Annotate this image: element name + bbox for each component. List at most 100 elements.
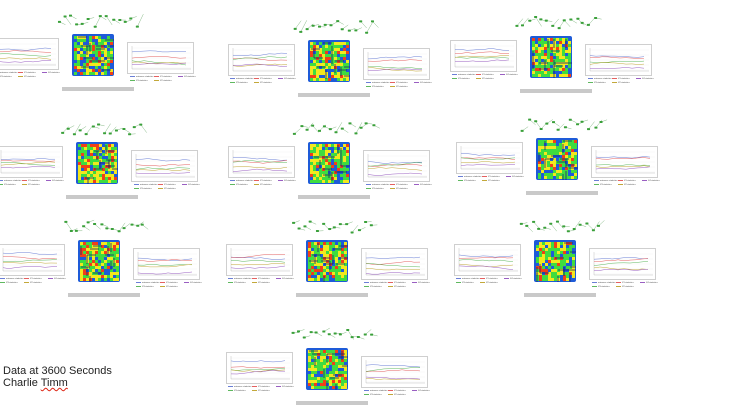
heatmap-cell bbox=[574, 158, 577, 161]
heatmap-cell bbox=[308, 248, 311, 251]
series-line bbox=[595, 157, 651, 160]
legend-item: X2 statistics bbox=[252, 282, 270, 284]
heatmap-cell bbox=[334, 69, 337, 72]
flow-node bbox=[74, 229, 78, 232]
heatmap-cell bbox=[332, 242, 335, 245]
legend-label: entrance statistics bbox=[370, 390, 388, 393]
heatmap-cell bbox=[313, 63, 316, 66]
heatmap-cell bbox=[574, 140, 577, 143]
series-line bbox=[232, 166, 288, 169]
legend-swatch bbox=[390, 86, 395, 87]
heatmap-cell bbox=[556, 59, 559, 62]
heatmap-cell bbox=[559, 65, 562, 68]
heatmap-cell bbox=[551, 257, 554, 260]
heatmap-cell bbox=[308, 263, 311, 266]
panel-scrollbar[interactable] bbox=[526, 191, 598, 195]
legend-label: X2 statistics bbox=[164, 188, 176, 191]
heatmap-cell bbox=[335, 263, 338, 266]
heatmap-cell bbox=[89, 51, 92, 54]
panel-scrollbar[interactable] bbox=[298, 93, 370, 97]
heatmap-cell bbox=[84, 153, 87, 156]
series-line bbox=[2, 252, 58, 255]
panel-scrollbar[interactable] bbox=[68, 293, 140, 297]
heatmap-cell bbox=[554, 263, 557, 266]
heatmap-cell bbox=[329, 371, 332, 374]
flow-node bbox=[528, 118, 532, 121]
flow-node bbox=[580, 120, 584, 123]
heatmap-cell bbox=[86, 242, 89, 245]
heatmap-cell bbox=[93, 177, 96, 180]
series-line bbox=[365, 376, 421, 380]
panel-scrollbar[interactable] bbox=[62, 87, 134, 91]
heatmap-cell bbox=[556, 47, 559, 50]
heatmap-cell bbox=[548, 254, 551, 257]
legend-label: X1 statistics bbox=[166, 282, 178, 285]
legend-item: entrance statistics bbox=[452, 74, 476, 76]
heatmap-cell bbox=[337, 45, 340, 48]
heatmap-cell bbox=[95, 248, 98, 251]
legend-swatch bbox=[184, 282, 189, 283]
heatmap-cell bbox=[545, 278, 548, 281]
heatmap-cell bbox=[328, 165, 331, 168]
legend-label: X4 statistics bbox=[646, 282, 658, 285]
heatmap-cell bbox=[92, 72, 95, 75]
heatmap-cell bbox=[111, 150, 114, 153]
heatmap-cell bbox=[334, 60, 337, 63]
heatmap-cell bbox=[319, 150, 322, 153]
flow-node bbox=[545, 122, 549, 125]
heatmap-cell bbox=[560, 263, 563, 266]
flow-node bbox=[569, 18, 573, 21]
series-line bbox=[0, 60, 52, 63]
heatmap-cell bbox=[329, 374, 332, 377]
legend-label: X1 statistics bbox=[618, 78, 630, 81]
heatmap-cell bbox=[566, 266, 569, 269]
panel-scrollbar[interactable] bbox=[298, 195, 370, 199]
heatmap-cell bbox=[329, 254, 332, 257]
series-line bbox=[593, 268, 649, 272]
heatmap-cell bbox=[542, 260, 545, 263]
heatmap-cell bbox=[326, 365, 329, 368]
legend-swatch bbox=[252, 390, 257, 391]
heatmap-cell bbox=[107, 60, 110, 63]
heatmap-cell bbox=[308, 257, 311, 260]
heatmap-cell bbox=[553, 167, 556, 170]
heatmap-cell bbox=[326, 251, 329, 254]
heatmap-cell bbox=[566, 278, 569, 281]
legend-item: X1 statistics bbox=[616, 282, 634, 284]
flow-node bbox=[303, 225, 307, 228]
flow-node bbox=[61, 131, 65, 134]
right-line-chart bbox=[589, 248, 656, 280]
flow-node bbox=[322, 222, 326, 225]
heatmap-cell bbox=[538, 62, 541, 65]
panel-scrollbar[interactable] bbox=[520, 89, 592, 93]
heatmap-cell bbox=[341, 359, 344, 362]
heatmap-cell bbox=[316, 159, 319, 162]
heatmap-cell bbox=[344, 359, 347, 362]
heatmap-cell bbox=[563, 251, 566, 254]
heatmap-cell bbox=[545, 275, 548, 278]
series-line bbox=[137, 264, 193, 266]
panel-scrollbar[interactable] bbox=[296, 401, 368, 405]
legend-swatch bbox=[252, 386, 257, 387]
heatmap-cell bbox=[77, 48, 80, 51]
heatmap-cell bbox=[337, 57, 340, 60]
panel-scrollbar[interactable] bbox=[524, 293, 596, 297]
legend-label: X2 statistics bbox=[618, 82, 630, 85]
heatmap-cell bbox=[548, 278, 551, 281]
legend-label: X4 statistics bbox=[512, 176, 524, 179]
heatmap-cell bbox=[90, 156, 93, 159]
heatmap-cell bbox=[557, 272, 560, 275]
heatmap-cell bbox=[550, 140, 553, 143]
heatmap-cell bbox=[535, 56, 538, 59]
heatmap-cell bbox=[565, 62, 568, 65]
heatmap-cell bbox=[331, 72, 334, 75]
panel-scrollbar[interactable] bbox=[66, 195, 138, 199]
series-line bbox=[589, 60, 645, 63]
heatmap-cell bbox=[110, 272, 113, 275]
heatmap-cell bbox=[562, 164, 565, 167]
heatmap-cell bbox=[554, 245, 557, 248]
heatmap-cell bbox=[86, 57, 89, 60]
heatmap-cell bbox=[332, 257, 335, 260]
panel-scrollbar[interactable] bbox=[296, 293, 368, 297]
heatmap-cell bbox=[323, 257, 326, 260]
